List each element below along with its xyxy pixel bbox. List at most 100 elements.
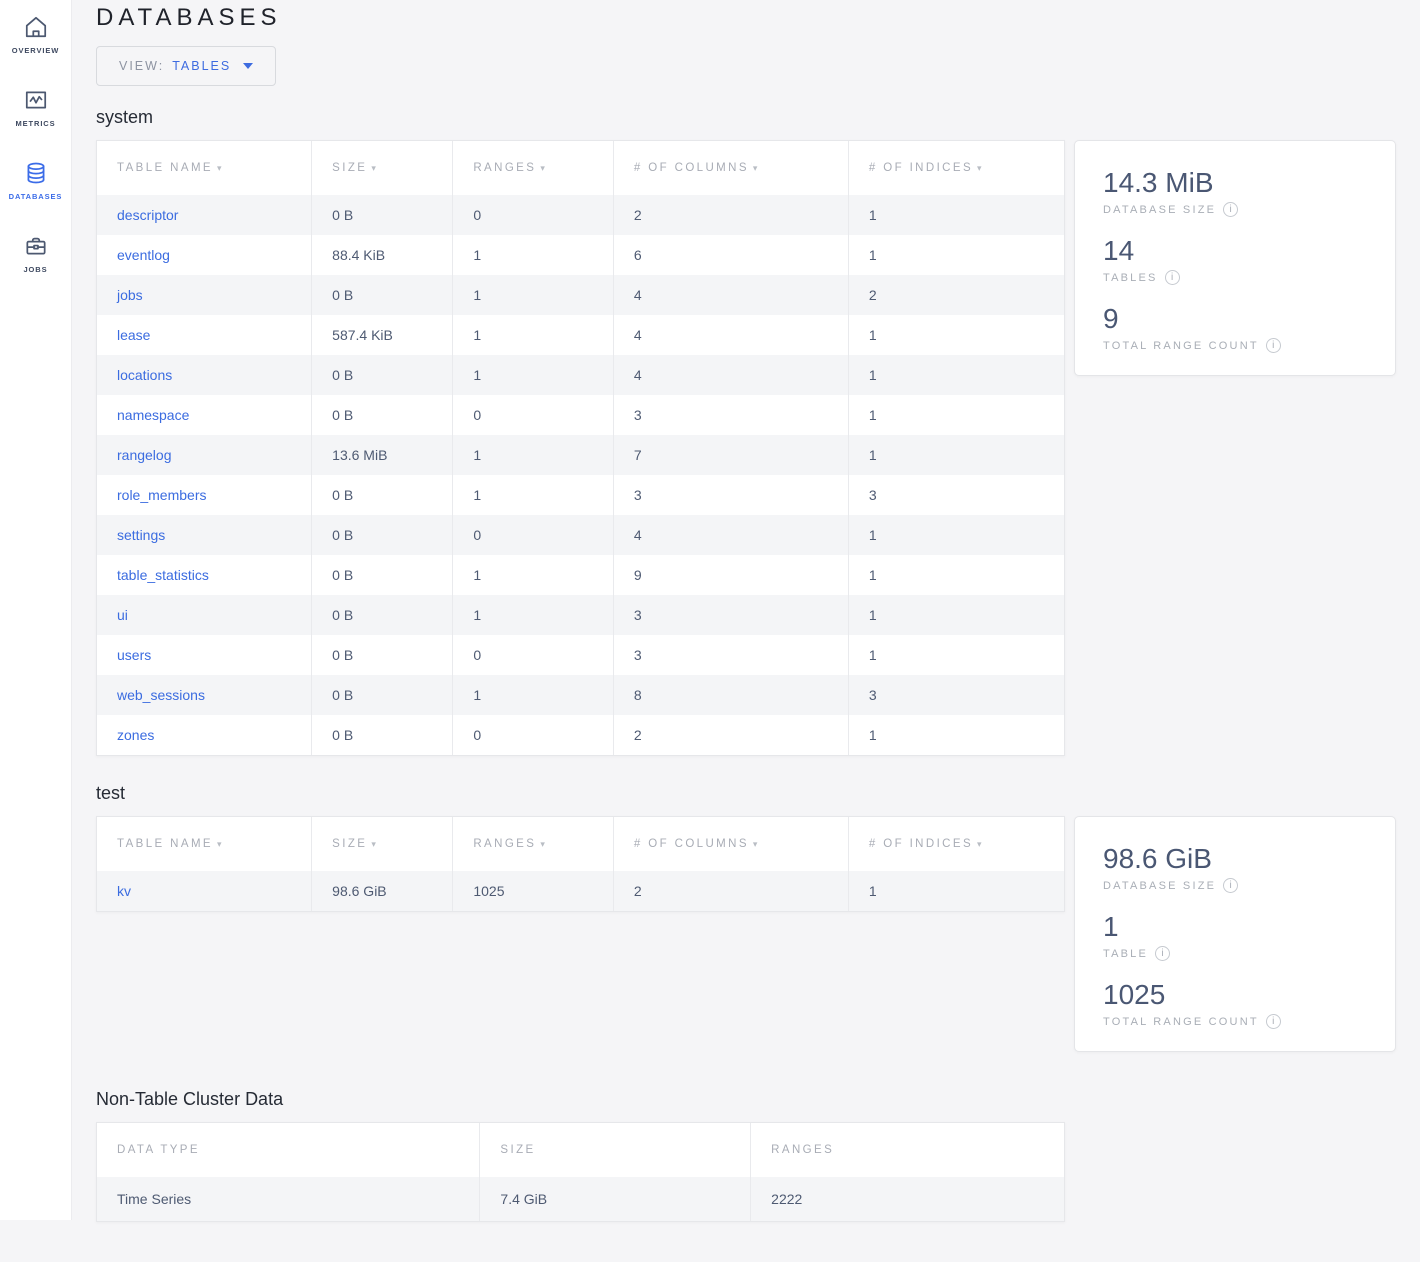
stat-value: 1025 (1103, 979, 1166, 1010)
home-icon (25, 16, 46, 38)
cell-name: jobs (97, 275, 313, 315)
table-link[interactable]: table_statistics (117, 567, 209, 583)
cell-value: 3 (868, 487, 877, 503)
sidebar-item-overview[interactable]: OVERVIEW (0, 10, 71, 69)
cell-value: 0 B (311, 275, 454, 315)
column-header-ranges[interactable]: RANGES ▾ (452, 141, 614, 195)
info-icon[interactable]: i (1265, 338, 1281, 353)
info-icon[interactable]: i (1164, 270, 1180, 285)
stat-value: 1 (1103, 911, 1119, 942)
tables-table-system: TABLE NAME ▾ SIZE ▾ RANGES ▾ # OF COLUMNS ▾ … (96, 140, 1065, 756)
stat-value: 98.6 GiB (1103, 843, 1212, 874)
stat-label: TOTAL RANGE COUNT i (1103, 338, 1367, 353)
cell-value: 98.6 GiB (311, 871, 454, 911)
database-icon (27, 162, 44, 184)
sidebar: OVERVIEW METRICS DATABASES (0, 0, 72, 1220)
cell-value: 0 (452, 515, 614, 555)
cell-value: 6 (613, 235, 849, 275)
sort-caret-icon: ▾ (371, 839, 379, 849)
cell-value: 0 B (311, 635, 454, 675)
sidebar-item-metrics[interactable]: METRICS (0, 83, 71, 142)
stat-table-count: 14 TABLES i (1103, 235, 1367, 285)
cell-value: 2 (613, 195, 849, 235)
cell-value: 2 (613, 871, 849, 911)
cell-value: 4 (613, 275, 849, 315)
view-selector-dropdown[interactable]: VIEW: TABLES (96, 46, 277, 86)
cell-value: 3 (613, 635, 849, 675)
cell-value: 1 (868, 327, 877, 343)
table-link[interactable]: jobs (117, 287, 143, 303)
table-link[interactable]: zones (117, 727, 155, 743)
cell-value: 2 (613, 715, 849, 755)
sort-caret-icon: ▾ (540, 163, 548, 173)
table-link[interactable]: locations (117, 367, 173, 383)
column-header-data-type: DATA TYPE (97, 1123, 481, 1177)
info-icon[interactable]: i (1223, 202, 1239, 217)
cell-value: 0 (452, 635, 614, 675)
table-link[interactable]: eventlog (117, 247, 170, 263)
table-link[interactable]: ui (117, 607, 128, 623)
sidebar-item-jobs[interactable]: JOBS (0, 229, 71, 288)
cell-value: 9 (613, 555, 849, 595)
column-header-size[interactable]: SIZE ▾ (311, 817, 454, 871)
table-link[interactable]: settings (117, 527, 166, 543)
sort-caret-icon: ▾ (977, 839, 984, 849)
table-link[interactable]: descriptor (117, 207, 179, 223)
table-link[interactable]: lease (117, 327, 151, 343)
cell-value: 0 B (311, 515, 454, 555)
stat-label: DATABASE SIZE i (1103, 202, 1367, 217)
database-heading-system: system (96, 107, 154, 127)
cell-name: ui (97, 595, 313, 635)
column-header-table-name[interactable]: TABLE NAME ▾ (97, 141, 313, 195)
cell-name: descriptor (97, 195, 313, 235)
cell-value: 3 (613, 475, 849, 515)
table-link[interactable]: role_members (117, 487, 207, 503)
database-summary-test: 98.6 GiB DATABASE SIZE i 1 TABLE i 1025 TO… (1074, 816, 1396, 1052)
cell-name: rangelog (97, 435, 313, 475)
column-header-columns[interactable]: # OF COLUMNS ▾ (613, 817, 849, 871)
table-link[interactable]: namespace (117, 407, 190, 423)
column-header-ranges[interactable]: RANGES ▾ (452, 817, 614, 871)
non-table-section: DATA TYPE SIZE RANGES Time Series 7.4 GiB… (96, 1122, 1396, 1222)
info-icon[interactable]: i (1265, 1014, 1281, 1029)
cell-value: 1 (452, 675, 614, 715)
non-table-heading: Non-Table Cluster Data (96, 1089, 284, 1109)
sidebar-item-label: DATABASES (8, 192, 63, 201)
info-icon[interactable]: i (1155, 946, 1171, 961)
cell-name: lease (97, 315, 313, 355)
stat-value: 14.3 MiB (1103, 167, 1214, 198)
column-header-columns[interactable]: # OF COLUMNS ▾ (613, 141, 849, 195)
column-header-size[interactable]: SIZE ▾ (311, 141, 454, 195)
sidebar-item-databases[interactable]: DATABASES (0, 156, 71, 215)
column-header-indices[interactable]: # OF INDICES ▾ (868, 162, 984, 174)
cell-value: 0 B (311, 195, 454, 235)
table-link[interactable]: web_sessions (117, 687, 205, 703)
table-link[interactable]: users (117, 647, 152, 663)
sort-caret-icon: ▾ (540, 839, 548, 849)
table-link[interactable]: rangelog (117, 447, 172, 463)
stat-database-size: 14.3 MiB DATABASE SIZE i (1103, 167, 1367, 217)
column-header-table-name[interactable]: TABLE NAME ▾ (97, 817, 313, 871)
sidebar-item-label: JOBS (23, 265, 48, 274)
cell-name: users (97, 635, 313, 675)
cell-value: 1 (452, 315, 614, 355)
table-link[interactable]: kv (117, 883, 131, 899)
info-icon[interactable]: i (1223, 878, 1239, 893)
cell-value: 0 B (311, 715, 454, 755)
cell-name: Time Series (97, 1177, 481, 1221)
column-header-indices[interactable]: # OF INDICES ▾ (868, 838, 984, 850)
cell-value: 1 (868, 883, 877, 899)
table-row: Time Series 7.4 GiB 2222 (97, 1177, 1064, 1221)
database-section-system: TABLE NAME ▾ SIZE ▾ RANGES ▾ # OF COLUMNS ▾ … (96, 140, 1396, 756)
cell-value: 88.4 KiB (311, 235, 454, 275)
database-summary-system: 14.3 MiB DATABASE SIZE i 14 TABLES i 9 TOT… (1074, 140, 1396, 376)
database-section-test: TABLE NAME ▾ SIZE ▾ RANGES ▾ # OF COLUMNS ▾ … (96, 816, 1396, 1052)
sort-caret-icon: ▾ (217, 163, 224, 173)
table-row: lease 587.4 KiB 1 4 1 (97, 315, 1064, 355)
